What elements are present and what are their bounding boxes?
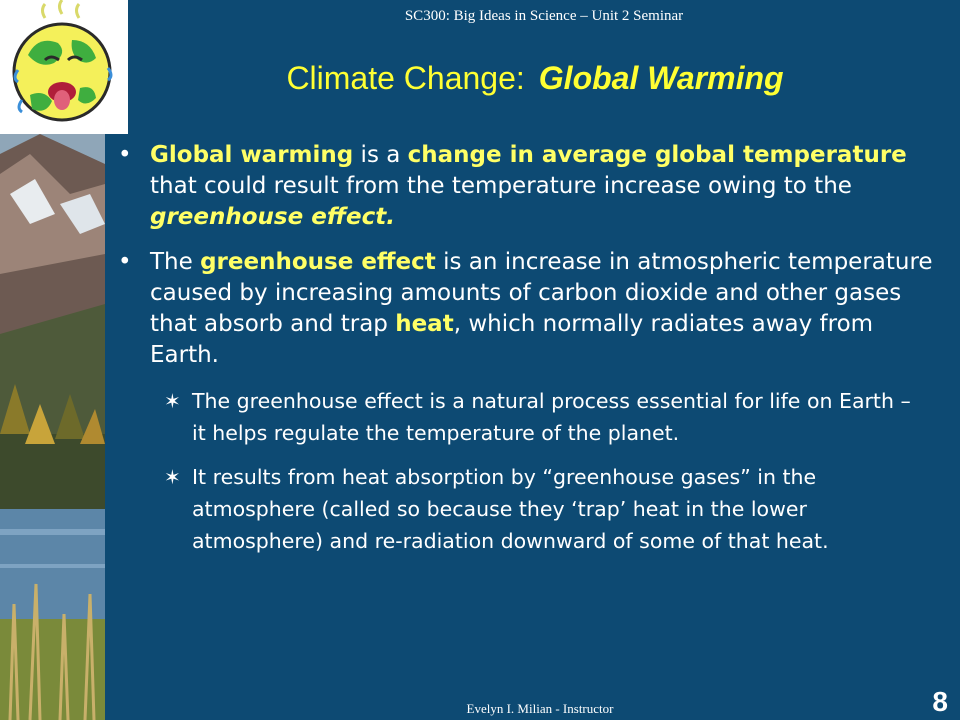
slide-title: Climate Change: Global Warming — [140, 60, 930, 97]
bullet-global-warming: • Global warming is a change in average … — [118, 140, 938, 233]
subbullet-text: The greenhouse effect is a natural proce… — [192, 389, 911, 445]
term-greenhouse-effect: greenhouse effect. — [150, 204, 395, 230]
page-number: 8 — [932, 686, 948, 717]
text-span: is an increase in atmospheric temperatur… — [150, 249, 933, 337]
title-emphasis: Global Warming — [538, 60, 784, 96]
course-header: SC300: Big Ideas in Science – Unit 2 Sem… — [404, 8, 684, 24]
text-span: The — [150, 249, 201, 275]
mountain-lake-photo — [0, 134, 105, 720]
term-global-warming: Global warming — [150, 142, 354, 168]
logo-box — [0, 0, 128, 134]
title-plain: Climate Change: — [286, 60, 525, 96]
slide-content: • Global warming is a change in average … — [118, 140, 938, 569]
text-span: , which normally radiates away from Eart… — [150, 311, 874, 368]
bullet-marker: • — [118, 142, 132, 168]
text-span: is a — [353, 142, 408, 168]
bullet-greenhouse-effect: • The greenhouse effect is an increase i… — [118, 247, 938, 371]
star-bullet-icon: ✶ — [164, 465, 181, 489]
footer-instructor: Evelyn I. Milian - Instructor — [466, 701, 614, 716]
subbullet-heat-absorption: ✶ It results from heat absorption by “gr… — [118, 461, 922, 557]
term-change-in-temperature: change in average global temperature — [407, 142, 907, 168]
term-heat: heat — [395, 311, 454, 337]
text-span: that could result from the temperature i… — [150, 173, 852, 199]
term-greenhouse-effect: greenhouse effect — [200, 249, 436, 275]
sweating-earth-icon — [12, 0, 113, 122]
bullet-marker: • — [118, 249, 132, 275]
star-bullet-icon: ✶ — [164, 389, 181, 413]
subbullet-text: It results from heat absorption by “gree… — [192, 465, 829, 553]
subbullet-natural-process: ✶ The greenhouse effect is a natural pro… — [118, 385, 922, 449]
